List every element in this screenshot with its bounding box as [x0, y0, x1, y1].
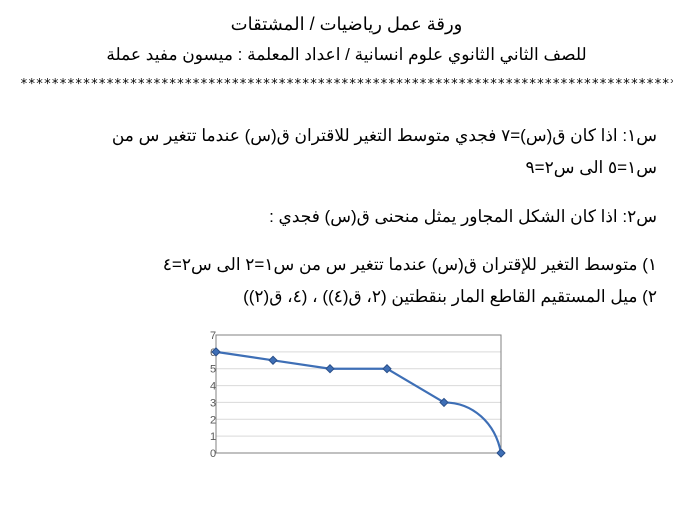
- question-1-line2: س١=٥ الى س٢=٩: [526, 158, 657, 177]
- question-2b: ٢) ميل المستقيم القاطع المار بنقطتين (٢،…: [243, 287, 657, 306]
- svg-text:5: 5: [210, 364, 216, 376]
- line-chart: 01234567: [186, 329, 508, 459]
- svg-text:2: 2: [210, 415, 216, 427]
- svg-text:4: 4: [210, 381, 216, 393]
- separator: ****************************************…: [20, 77, 673, 92]
- question-1-line1: س١: اذا كان ق(س)=٧ فجدي متوسط التغير للا…: [112, 126, 657, 145]
- question-2: س٢: اذا كان الشكل المجاور يمثل منحنى ق(س…: [28, 201, 665, 233]
- question-2-parts: ١) متوسط التغير للإقتران ق(س) عندما تتغي…: [28, 249, 665, 314]
- svg-text:0: 0: [210, 448, 216, 459]
- page-subtitle: للصف الثاني الثانوي علوم انسانية / اعداد…: [20, 45, 673, 65]
- svg-text:3: 3: [210, 398, 216, 410]
- question-2a: ١) متوسط التغير للإقتران ق(س) عندما تتغي…: [163, 255, 657, 274]
- svg-text:1: 1: [210, 432, 216, 444]
- page-title: ورقة عمل رياضيات / المشتقات: [20, 14, 673, 35]
- question-1: س١: اذا كان ق(س)=٧ فجدي متوسط التغير للا…: [28, 120, 665, 185]
- svg-text:7: 7: [210, 330, 216, 342]
